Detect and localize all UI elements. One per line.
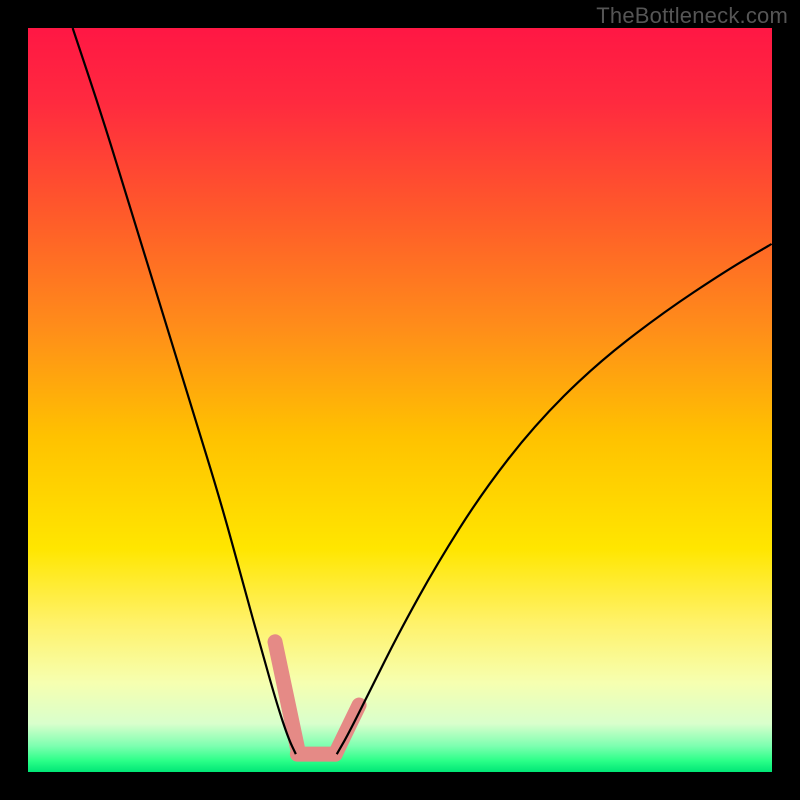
chart-background: [28, 28, 772, 772]
watermark-label: TheBottleneck.com: [596, 3, 788, 29]
bottleneck-chart: [0, 0, 800, 800]
chart-frame: TheBottleneck.com: [0, 0, 800, 800]
